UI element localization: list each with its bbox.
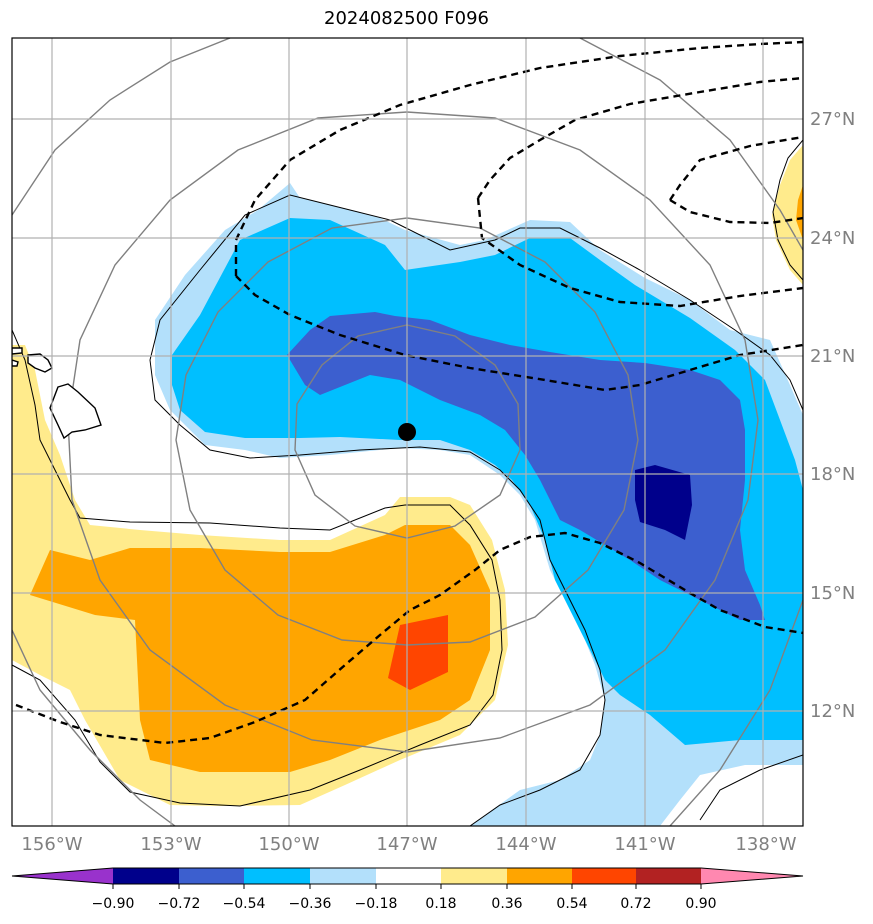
lon-tick-144w: 144°W bbox=[495, 834, 556, 855]
map-frame bbox=[11, 37, 804, 827]
colorbar-tick-label: 0.54 bbox=[556, 896, 587, 912]
lanai-molokai bbox=[12, 347, 23, 355]
latitude-ticks: 27°N 24°N 21°N 18°N 15°N 12°N bbox=[810, 109, 855, 722]
colorbar-extend-high bbox=[701, 868, 803, 884]
colorbar-swatch bbox=[572, 868, 636, 884]
lon-tick-153w: 153°W bbox=[140, 834, 201, 855]
colorbar-tick-label: −0.90 bbox=[92, 896, 135, 912]
colorbar-extend-low bbox=[12, 868, 113, 884]
colorbar-swatch bbox=[507, 868, 572, 884]
dashed-contours bbox=[15, 40, 803, 745]
colorbar-tick-label: −0.36 bbox=[289, 896, 332, 912]
longitude-ticks: 156°W 153°W 150°W 147°W 144°W 141°W 138°… bbox=[21, 834, 796, 855]
gridlines bbox=[12, 38, 803, 826]
colorbar-swatch bbox=[636, 868, 701, 884]
lon-tick-147w: 147°W bbox=[376, 834, 437, 855]
anomaly-orange-east bbox=[796, 185, 803, 240]
storm-center-marker bbox=[398, 423, 416, 441]
colorbar-tick-label: −0.18 bbox=[355, 896, 398, 912]
colorbar-tick-label: 0.90 bbox=[685, 896, 716, 912]
colorbar-tick-marks bbox=[112, 884, 702, 889]
map-plot-area bbox=[12, 38, 803, 826]
lon-tick-138w: 138°W bbox=[735, 834, 796, 855]
colorbar-tick-label: 0.36 bbox=[491, 896, 522, 912]
lat-tick-27n: 27°N bbox=[810, 109, 855, 130]
lon-tick-150w: 150°W bbox=[258, 834, 319, 855]
colorbar-tick-label: 0.18 bbox=[425, 896, 456, 912]
lat-tick-15n: 15°N bbox=[810, 583, 855, 604]
colorbar-swatch bbox=[244, 868, 310, 884]
colorbar-tick-label: −0.54 bbox=[223, 896, 266, 912]
colorbar bbox=[11, 867, 804, 885]
colorbar-swatch bbox=[376, 868, 441, 884]
lat-tick-12n: 12°N bbox=[810, 701, 855, 722]
hawaii-islands bbox=[12, 347, 102, 440]
colorbar-tick-label: 0.72 bbox=[620, 896, 651, 912]
colorbar-swatch bbox=[441, 868, 507, 884]
map-title: 2024082500 F096 bbox=[324, 8, 489, 29]
lon-tick-156w: 156°W bbox=[21, 834, 82, 855]
anomaly-yellow-east bbox=[772, 145, 803, 285]
thin-contours bbox=[12, 139, 803, 826]
anomaly-red bbox=[388, 615, 448, 690]
colorbar-swatch bbox=[310, 868, 376, 884]
maui bbox=[27, 353, 53, 373]
anomaly-orange bbox=[30, 525, 490, 772]
colorbar-tick-labels: −0.90 −0.72 −0.54 −0.36 −0.18 0.18 0.36 … bbox=[92, 896, 717, 912]
lat-tick-18n: 18°N bbox=[810, 464, 855, 485]
colorbar-swatch bbox=[113, 868, 179, 884]
anomaly-navy bbox=[635, 465, 692, 540]
big-island bbox=[49, 383, 102, 440]
colorbar-tick-label: −0.72 bbox=[158, 896, 201, 912]
colorbar-swatch bbox=[179, 868, 244, 884]
lat-tick-24n: 24°N bbox=[810, 228, 855, 249]
lon-tick-141w: 141°W bbox=[614, 834, 675, 855]
lat-tick-21n: 21°N bbox=[810, 346, 855, 367]
